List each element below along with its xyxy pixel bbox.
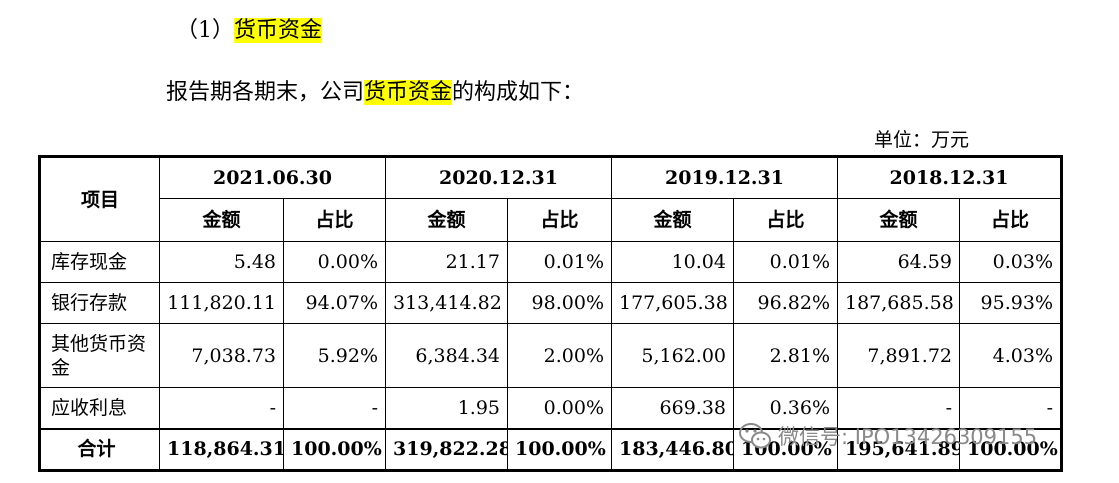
amount-cell: 187,685.58 (837, 282, 960, 324)
ratio-cell: 5.92% (283, 323, 386, 388)
period-header: 2021.06.30 (159, 156, 386, 199)
item-header: 项目 (39, 156, 160, 242)
row-label: 其他货币资金 (39, 323, 160, 388)
ratio-cell: 0.00% (507, 387, 612, 429)
ratio-cell: 0.03% (959, 241, 1062, 283)
ratio-header: 占比 (959, 198, 1062, 242)
ratio-cell: 2.00% (507, 323, 612, 388)
table-row: 库存现金 5.48 0.00% 21.17 0.01% 10.04 0.01% … (39, 241, 1062, 283)
amount-cell: 1.95 (385, 387, 508, 429)
ratio-header: 占比 (283, 198, 386, 242)
amount-cell: 6,384.34 (385, 323, 508, 388)
total-ratio-cell: 100.00% (283, 428, 386, 471)
heading-prefix: （1） (176, 18, 234, 43)
amount-cell: 669.38 (611, 387, 734, 429)
ratio-cell: 2.81% (733, 323, 838, 388)
unit-label: 单位：万元 (874, 129, 970, 151)
ratio-cell: 0.36% (733, 387, 838, 429)
ratio-header: 占比 (507, 198, 612, 242)
ratio-cell: 98.00% (507, 282, 612, 324)
amount-cell: 111,820.11 (159, 282, 284, 324)
total-ratio-cell: 100.00% (733, 428, 838, 471)
amount-cell: 5.48 (159, 241, 284, 283)
amount-header: 金额 (611, 198, 734, 242)
ratio-cell: 94.07% (283, 282, 386, 324)
intro-after: 的构成如下： (452, 80, 585, 105)
section-heading: （1）货币资金 (176, 14, 323, 48)
header-row-periods: 项目 2021.06.30 2020.12.31 2019.12.31 2018… (39, 156, 1062, 242)
table-row: 其他货币资金 7,038.73 5.92% 6,384.34 2.00% 5,1… (39, 323, 1062, 388)
amount-header: 金额 (385, 198, 508, 242)
amount-cell: 7,891.72 (837, 323, 960, 388)
table-row: 应收利息 - - 1.95 0.00% 669.38 0.36% - - (39, 387, 1062, 429)
cash-composition-table: 项目 2021.06.30 2020.12.31 2019.12.31 2018… (38, 155, 1063, 472)
total-amount-cell: 183,446.80 (611, 428, 734, 471)
amount-cell: 177,605.38 (611, 282, 734, 324)
row-label: 库存现金 (39, 241, 160, 283)
amount-cell: - (159, 387, 284, 429)
intro-paragraph: 报告期各期末，公司货币资金的构成如下： (166, 76, 584, 110)
ratio-cell: - (283, 387, 386, 429)
amount-cell: 10.04 (611, 241, 734, 283)
amount-cell: 313,414.82 (385, 282, 508, 324)
ratio-cell: 4.03% (959, 323, 1062, 388)
heading-highlight: 货币资金 (234, 18, 323, 43)
table-row: 银行存款 111,820.11 94.07% 313,414.82 98.00%… (39, 282, 1062, 324)
ratio-cell: 95.93% (959, 282, 1062, 324)
row-label: 应收利息 (39, 387, 160, 429)
header-row-subheaders: 金额 占比 金额 占比 金额 占比 金额 占比 (40, 198, 1062, 242)
ratio-cell: 96.82% (733, 282, 838, 324)
row-label: 银行存款 (39, 282, 160, 324)
amount-cell: - (837, 387, 960, 429)
total-ratio-cell: 100.00% (507, 428, 612, 471)
period-header: 2018.12.31 (837, 156, 1062, 199)
amount-cell: 5,162.00 (611, 323, 734, 388)
total-ratio-cell: 100.00% (959, 428, 1062, 471)
ratio-header: 占比 (733, 198, 838, 242)
total-label: 合计 (39, 428, 160, 471)
amount-header: 金额 (837, 198, 960, 242)
intro-before: 报告期各期末，公司 (166, 80, 365, 105)
total-amount-cell: 118,864.31 (159, 428, 284, 471)
period-header: 2020.12.31 (385, 156, 612, 199)
total-row: 合计 118,864.31 100.00% 319,822.28 100.00%… (39, 428, 1062, 471)
ratio-cell: 0.00% (283, 241, 386, 283)
amount-cell: 64.59 (837, 241, 960, 283)
ratio-cell: - (959, 387, 1062, 429)
total-amount-cell: 195,641.89 (837, 428, 960, 471)
ratio-cell: 0.01% (507, 241, 612, 283)
total-amount-cell: 319,822.28 (385, 428, 508, 471)
amount-cell: 7,038.73 (159, 323, 284, 388)
amount-header: 金额 (159, 198, 284, 242)
amount-cell: 21.17 (385, 241, 508, 283)
intro-highlight: 货币资金 (364, 80, 453, 105)
ratio-cell: 0.01% (733, 241, 838, 283)
period-header: 2019.12.31 (611, 156, 838, 199)
